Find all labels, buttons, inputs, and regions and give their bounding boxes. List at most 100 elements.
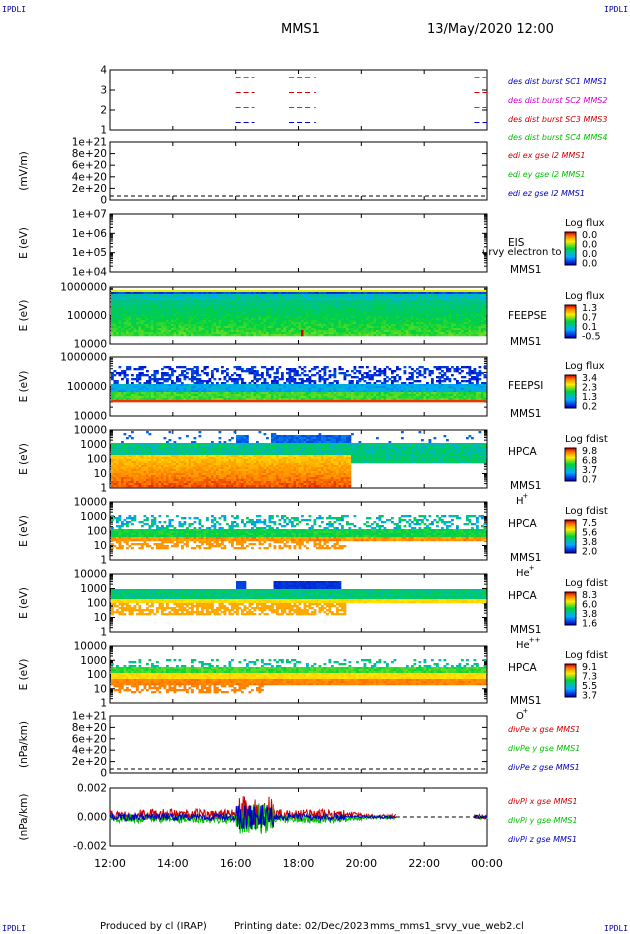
spectrogram-cell [436,304,439,307]
spectrogram-cell [406,300,409,303]
spectrogram-cell [181,290,184,293]
spectrogram-cell [441,316,444,319]
spectrogram-cell [168,292,172,295]
spectrogram-cell [338,316,342,319]
spectrogram-cell [293,320,297,323]
spectrogram-cell [196,326,199,329]
colorbar-step [565,665,576,667]
colorbar-step [565,688,576,690]
spectrogram-cell [173,308,177,311]
spectrogram-cell [143,298,147,301]
spectrogram-cell [283,312,287,315]
spectrogram-cell [458,310,462,313]
spectrogram-cell [298,298,302,301]
spectrogram-cell [118,388,122,391]
spectrogram-cell [228,332,232,335]
spectrogram-cell [281,332,284,335]
spectrogram-cell [153,334,157,337]
spectrogram-cell [386,302,389,305]
spectrogram-cell [138,398,142,401]
spectrogram-cell [466,308,469,311]
spectrogram-cell [358,294,362,297]
spectrogram-cell [321,328,324,331]
spectrogram-cell [471,290,474,293]
spectrogram-cell [241,328,244,331]
spectrogram-cell [441,312,444,315]
spectrogram-cell [231,312,234,315]
spectrogram-cell [176,308,179,311]
spectrogram-cell [453,306,457,309]
spectrogram-cell [413,300,417,303]
spectrogram-cell [278,328,282,331]
spectrogram-cell [121,318,124,321]
spectrogram-cell [331,330,334,333]
spectrogram-cell [378,334,382,337]
spectrogram-cell [458,290,462,293]
colorbar-tick-label: 3.8 [582,609,597,620]
spectrogram-cell [248,318,252,321]
spectrogram-cell [151,318,154,321]
spectrogram-cell [173,390,177,393]
spectrogram-cell [221,330,224,333]
colorbar-step [565,525,576,527]
spectrogram-cell [468,304,472,307]
spectrogram-cell [363,306,367,309]
spectrogram-cell [306,294,309,297]
spectrogram-cell [171,374,174,377]
spectrogram-cell [143,302,147,305]
spectrogram-cell [268,298,272,301]
spectrogram-cell [356,320,359,323]
spectrogram-cell [373,296,377,299]
spectrogram-cell [438,330,442,333]
spectrogram-cell [286,300,289,303]
spectrogram-cell [391,296,394,299]
spectrogram-cell [478,318,482,321]
spectrogram-cell [381,334,384,337]
spectrogram-cell [258,296,262,299]
spectrogram-cell [373,318,377,321]
spectrogram-cell [173,300,177,303]
spectrogram-cell [318,334,322,337]
spectrogram-cell [416,292,419,295]
spectrogram-cell [198,328,202,331]
spectrogram-cell [163,326,167,329]
spectrogram-cell [296,314,299,317]
spectrogram-cell [331,298,334,301]
y-tick-label: 100 [87,526,107,538]
spectrogram-cell [166,304,169,307]
spectrogram-cell [378,294,382,297]
spectrogram-cell [343,312,347,315]
spectrogram-cell [186,312,189,315]
spectrogram-cell [141,392,144,395]
colorbar-step [565,682,576,684]
spectrogram-cell [226,292,229,295]
spectrogram-cell [338,300,342,303]
spectrogram-cell [116,326,119,329]
spectrogram-cell [138,296,142,299]
spectrogram-cell [373,326,377,329]
spectrogram-cell [353,322,357,325]
spectrogram-cell [303,302,307,305]
spectrogram-cell [176,380,179,383]
spectrogram-cell [473,322,477,325]
spectrogram-cell [123,396,127,399]
spectrogram-cell [133,310,137,313]
spectrogram-cell [203,312,207,315]
spectrogram-cell [226,328,229,331]
spectrogram-cell [238,316,242,319]
spectrogram-cell [158,296,162,299]
spectrogram-cell [243,322,247,325]
spectrogram-cell [338,328,342,331]
colorbar-step [565,232,576,234]
spectrogram-cell [423,308,427,311]
spectrogram-cell [421,328,424,331]
colorbar-step [565,477,576,479]
spectrogram-cell [296,330,299,333]
spectrogram-cell [191,316,194,319]
spectrogram-cell [403,322,407,325]
spectrogram-cell [146,298,149,301]
spectrogram-cell [223,310,227,313]
spectrogram-cell [466,334,469,337]
spectrogram-cell [176,384,179,387]
spectrogram-cell [258,332,262,335]
